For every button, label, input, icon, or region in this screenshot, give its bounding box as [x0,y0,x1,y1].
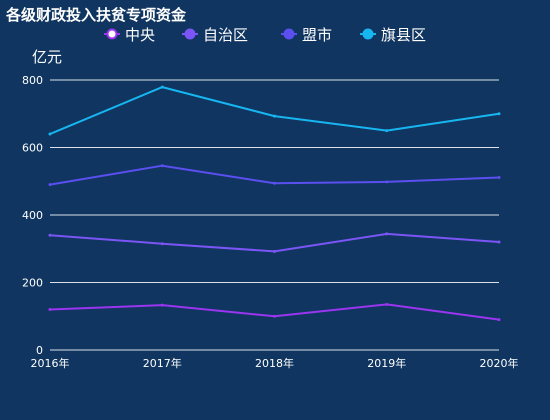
y-axis-unit-label: 亿元 [32,48,62,66]
chart-legend: 中央 自治区 盟市 旗县区 [104,26,426,44]
data-point [273,314,276,318]
series-line-1 [49,232,500,253]
x-axis-ticks: 2016年 2017年 2018年 2019年 2020年 [31,356,519,370]
y-tick-label: 200 [22,277,43,290]
data-point [273,181,276,185]
legend-label: 自治区 [203,26,248,44]
data-point [497,176,501,180]
data-point [160,242,164,246]
legend-item-3[interactable]: 旗县区 [360,26,426,44]
x-tick-label: 2016年 [31,356,70,370]
legend-label: 中央 [125,26,155,44]
data-point [48,233,52,237]
legend-marker [106,28,118,40]
chart-title: 各级财政投入扶贫专项资金 [5,6,187,24]
data-point [160,303,164,307]
data-point [48,132,52,136]
data-point [497,318,501,322]
data-point [273,249,276,253]
legend-marker [184,28,196,40]
data-point [273,114,276,118]
legend-label: 旗县区 [381,26,426,44]
data-point [497,112,501,116]
x-tick-label: 2020年 [480,356,519,370]
data-point [497,240,501,244]
y-tick-label: 600 [22,142,43,155]
legend-marker [362,28,374,40]
data-point [385,180,389,184]
legend-item-2[interactable]: 盟市 [281,26,332,44]
data-point [160,85,164,89]
x-tick-label: 2017年 [143,356,182,370]
legend-marker [283,28,295,40]
y-tick-label: 0 [36,344,43,357]
x-tick-label: 2018年 [255,356,294,370]
data-point [48,183,52,187]
data-point [48,308,52,311]
y-tick-label: 400 [22,209,43,222]
y-axis-ticks: 0 200 400 600 800 [22,74,43,357]
grid-lines [50,79,499,351]
data-point [385,232,389,236]
x-tick-label: 2019年 [367,356,406,370]
data-point [385,302,389,306]
data-point [385,129,389,133]
legend-item-0[interactable]: 中央 [104,26,155,44]
series-lines [48,85,501,322]
series-line-3 [49,86,500,135]
legend-label: 盟市 [302,26,332,44]
legend-item-1[interactable]: 自治区 [182,26,248,44]
y-tick-label: 800 [22,74,43,87]
series-line-2 [49,164,500,186]
data-point [160,164,164,168]
